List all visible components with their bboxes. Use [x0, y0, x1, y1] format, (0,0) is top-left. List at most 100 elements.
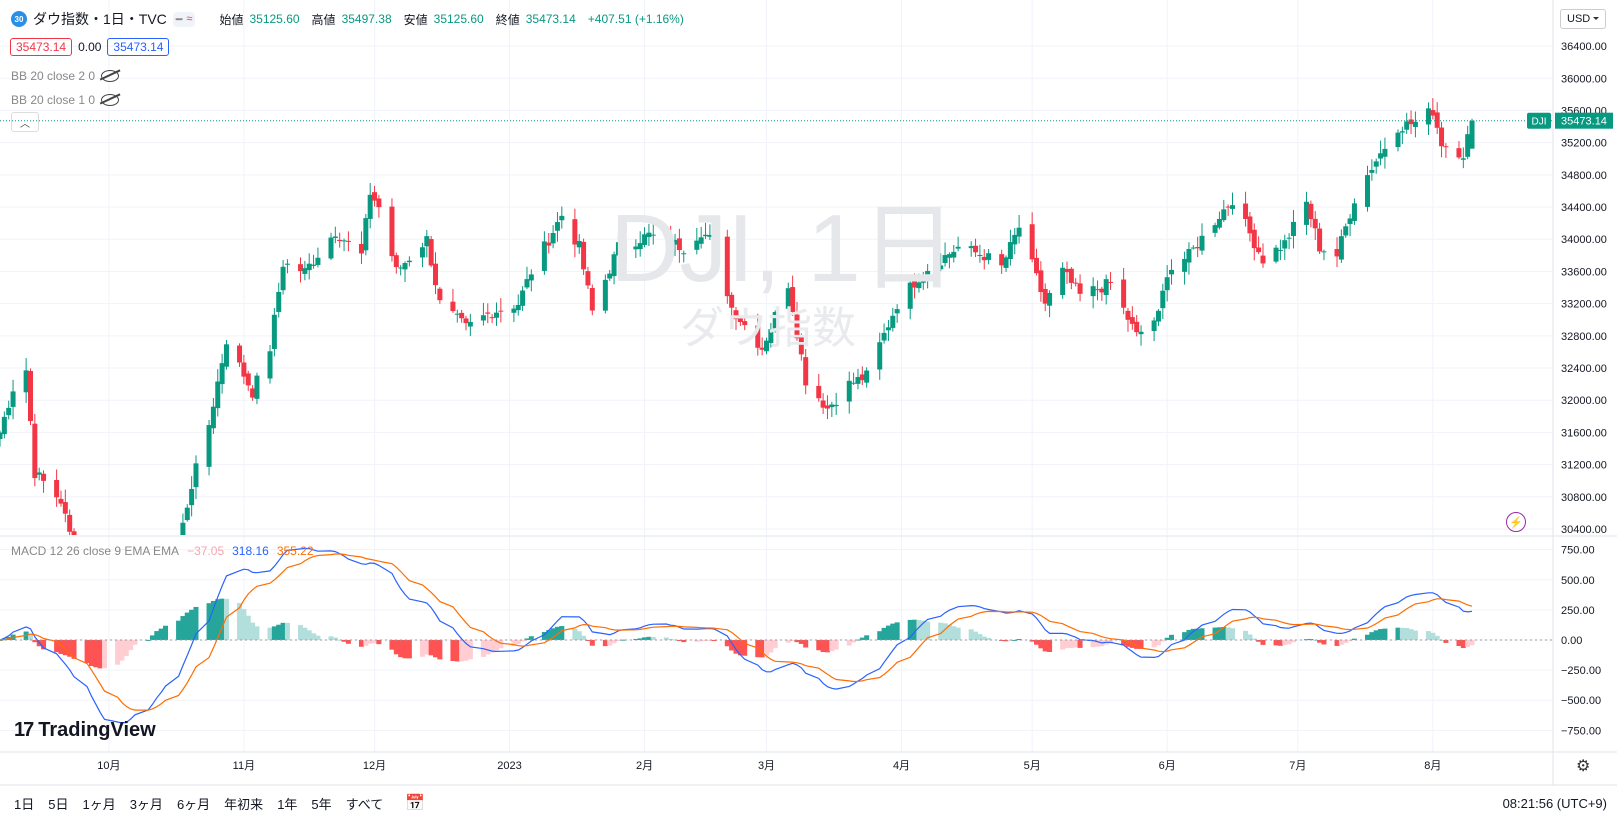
macd-histogram-bar — [581, 635, 587, 640]
macd-histogram-bar — [1029, 639, 1035, 642]
range-button-1d[interactable]: 1日 — [14, 796, 35, 812]
macd-histogram-bar — [1243, 630, 1249, 640]
candle-body — [1164, 277, 1170, 291]
range-button-ytd[interactable]: 年初来 — [224, 796, 264, 812]
chart-mode-buttons[interactable]: ━ ≈ — [172, 11, 196, 27]
price-tick-label: 36400.00 — [1561, 41, 1607, 53]
candle-body — [546, 242, 552, 246]
candle-body — [62, 502, 68, 514]
candle-body — [219, 363, 225, 385]
candle-body — [280, 266, 286, 291]
collapse-legend-button[interactable]: ︿ — [11, 112, 39, 132]
candle-body — [1134, 321, 1140, 333]
candle-body — [67, 514, 73, 532]
macd-histogram-bar — [764, 639, 769, 656]
candle-body — [1317, 228, 1323, 252]
candle-body — [1351, 203, 1357, 221]
candle-body — [428, 239, 434, 266]
macd-histogram-bar — [1434, 635, 1440, 640]
candle-body — [694, 240, 700, 250]
candle-body — [159, 596, 164, 597]
candle-body — [71, 531, 77, 535]
macd-histogram-bar — [485, 639, 491, 655]
candle-body — [724, 236, 730, 297]
macd-histogram-bar — [280, 622, 286, 640]
candle-body — [585, 271, 591, 286]
macd-histogram-bar — [707, 639, 713, 641]
macd-histogram-bar — [1308, 638, 1314, 640]
candle-body — [881, 332, 887, 341]
bid-price[interactable]: 35473.14 — [10, 38, 73, 56]
macd-histogram-bar — [912, 619, 918, 640]
settings-gear-icon[interactable]: ⚙ — [1576, 758, 1591, 775]
hidden-eye-icon[interactable] — [101, 70, 120, 82]
candle-body — [1434, 112, 1440, 128]
macd-histogram-bar — [846, 639, 852, 646]
macd-histogram-bar — [589, 639, 595, 646]
range-button-6m[interactable]: 6ヶ月 — [176, 796, 211, 812]
macd-histogram-bar — [602, 639, 608, 647]
candle-body — [968, 246, 974, 249]
candle-body — [755, 325, 761, 348]
range-button-1m[interactable]: 1ヶ月 — [82, 796, 116, 812]
price-tick-label: 31200.00 — [1561, 460, 1607, 472]
range-button-5d[interactable]: 5日 — [48, 796, 69, 812]
macd-histogram-bar — [245, 615, 251, 640]
candle-body — [146, 615, 151, 621]
macd-histogram-bar — [306, 630, 312, 640]
indicator-bb-1[interactable]: BB 20 close 1 0 — [11, 93, 120, 107]
clock-readout[interactable]: 08:21:56 (UTC+9) — [1502, 796, 1607, 811]
currency-select[interactable]: USD — [1560, 9, 1606, 29]
macd-histogram-bar — [698, 639, 704, 642]
candle-body — [337, 239, 343, 242]
symbol-title[interactable]: ダウ指数・1日・TVC — [33, 11, 167, 27]
ask-price[interactable]: 35473.14 — [107, 38, 170, 56]
range-button-5y[interactable]: 5年 — [311, 796, 332, 812]
macd-histogram-bar — [41, 639, 47, 650]
candle-body — [1247, 216, 1253, 234]
symbol-badge-icon[interactable]: 30 — [11, 11, 27, 27]
candle-body — [315, 257, 321, 265]
minus-icon[interactable]: ━ — [175, 13, 183, 26]
range-button-1y[interactable]: 1年 — [277, 796, 298, 812]
macd-histogram-bar — [32, 639, 38, 643]
macd-histogram-bar — [907, 619, 913, 640]
candle-body — [1430, 109, 1436, 116]
candle-body — [1465, 134, 1471, 157]
macd-histogram-bar — [724, 639, 730, 647]
macd-histogram-bar — [1229, 628, 1235, 640]
macd-histogram-bar — [981, 636, 987, 640]
hidden-eye-icon[interactable] — [101, 94, 120, 106]
macd-tick-label: 0.00 — [1561, 635, 1582, 647]
wave-icon[interactable]: ≈ — [186, 12, 193, 25]
lightning-icon[interactable]: ⚡ — [1506, 512, 1526, 532]
candle-body — [1195, 246, 1201, 249]
macd-histogram-bar — [467, 639, 473, 660]
macd-histogram-bar — [189, 609, 195, 640]
candle-body — [1094, 289, 1100, 291]
macd-pane — [0, 547, 1475, 724]
macd-histogram-bar — [1042, 639, 1048, 652]
calendar-goto-icon[interactable]: 📅 — [405, 795, 426, 812]
candle-body — [559, 215, 565, 221]
macd-histogram-bar — [1408, 629, 1414, 640]
grid — [0, 0, 1553, 752]
time-tick-label: 2023 — [497, 760, 521, 772]
range-button-3m[interactable]: 3ヶ月 — [129, 796, 163, 812]
candle-body — [707, 234, 713, 237]
macd-histogram-bar — [315, 635, 321, 640]
macd-histogram-bar — [894, 622, 900, 640]
macd-histogram-bar — [341, 639, 347, 642]
macd-histogram-bar — [1064, 639, 1070, 649]
macd-histogram-bar — [498, 639, 504, 649]
macd-histogram-bar — [58, 639, 64, 654]
time-tick-label: 6月 — [1159, 760, 1176, 772]
ohlc-low-value: 35125.60 — [433, 12, 484, 26]
candle-body — [663, 231, 669, 237]
indicator-bb-2[interactable]: BB 20 close 2 0 — [11, 69, 120, 83]
macd-histogram-bar — [328, 636, 334, 640]
range-button-all[interactable]: すべて — [345, 796, 384, 812]
candle-body — [737, 317, 743, 322]
time-tick-label: 8月 — [1424, 760, 1441, 772]
